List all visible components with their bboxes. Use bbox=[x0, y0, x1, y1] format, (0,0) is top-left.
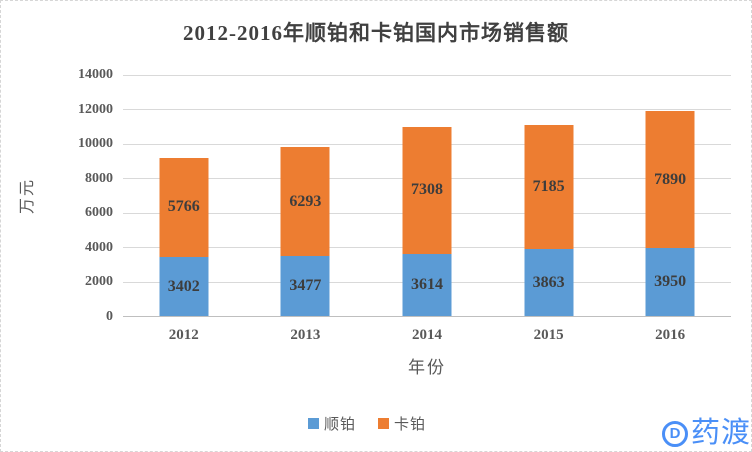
bar-segment-顺铂-2014: 3614 bbox=[402, 253, 452, 316]
gridline bbox=[123, 75, 731, 76]
bar-stack-2013: 3477 6293 bbox=[280, 147, 330, 316]
legend-item-顺铂: 顺铂 bbox=[307, 413, 356, 434]
yaodu-watermark: D 药渡 bbox=[661, 417, 751, 449]
data-label: 6293 bbox=[289, 192, 322, 210]
data-label: 3863 bbox=[532, 273, 565, 291]
data-label: 3950 bbox=[654, 272, 687, 290]
data-label: 3402 bbox=[167, 277, 200, 295]
x-tick-label: 2015 bbox=[533, 327, 564, 343]
x-axis-tick-labels: 2012 2013 2014 2015 2016 bbox=[123, 327, 731, 344]
category-slot-2013: 3477 6293 bbox=[245, 75, 367, 316]
chart-legend: 顺铂 卡铂 bbox=[1, 413, 733, 434]
category-slot-2016: 3950 7890 bbox=[609, 75, 731, 316]
legend-label: 卡铂 bbox=[394, 417, 427, 433]
x-tick-label: 2016 bbox=[655, 327, 686, 343]
y-tick-label: 6000 bbox=[85, 205, 113, 221]
bar-segment-顺铂-2015: 3863 bbox=[524, 249, 574, 316]
yaodu-logo-icon: D bbox=[661, 420, 688, 447]
x-tick-label: 2012 bbox=[168, 327, 199, 343]
y-axis-tick-labels: 0 2000 4000 6000 8000 10000 12000 14000 bbox=[31, 67, 113, 324]
x-tick-label: 2013 bbox=[290, 327, 321, 343]
bar-segment-顺铂-2016: 3950 bbox=[645, 247, 695, 316]
legend-label: 顺铂 bbox=[323, 417, 356, 433]
gridline bbox=[123, 109, 731, 111]
bar-segment-卡铂-2013: 6293 bbox=[280, 147, 330, 256]
data-label: 7185 bbox=[532, 178, 565, 196]
yaodu-logo-text: 药渡 bbox=[690, 417, 751, 449]
bar-stack-2015: 3863 7185 bbox=[524, 125, 574, 316]
data-label: 5766 bbox=[167, 198, 200, 216]
y-tick-label: 10000 bbox=[78, 136, 113, 152]
x-tick-label: 2014 bbox=[411, 327, 442, 343]
category-slot-2012: 3402 5766 bbox=[123, 75, 245, 316]
data-label: 3477 bbox=[289, 276, 322, 294]
y-tick-label: 2000 bbox=[85, 274, 113, 290]
bar-stack-2012: 3402 5766 bbox=[159, 157, 209, 316]
plot-area: 3402 5766 3477 6293 3614 7308 3863 7185 3950 7890 bbox=[123, 75, 731, 317]
bar-segment-卡铂-2015: 7185 bbox=[524, 125, 574, 250]
data-label: 3614 bbox=[410, 275, 443, 293]
y-tick-label: 14000 bbox=[78, 67, 113, 82]
category-slot-2015: 3863 7185 bbox=[488, 75, 610, 316]
legend-swatch bbox=[307, 418, 319, 429]
chart-title: 2012-2016年顺铂和卡铂国内市场销售额 bbox=[183, 21, 569, 45]
data-label: 7890 bbox=[654, 170, 687, 188]
y-tick-label: 0 bbox=[106, 309, 113, 324]
category-slot-2014: 3614 7308 bbox=[366, 75, 488, 316]
bar-segment-卡铂-2014: 7308 bbox=[402, 127, 452, 254]
legend-item-卡铂: 卡铂 bbox=[378, 413, 426, 434]
y-tick-label: 4000 bbox=[85, 239, 113, 255]
bar-stack-2016: 3950 7890 bbox=[645, 111, 695, 316]
bar-segment-卡铂-2016: 7890 bbox=[645, 111, 695, 248]
x-axis-title: 年份 bbox=[408, 358, 446, 377]
y-tick-label: 8000 bbox=[85, 170, 113, 186]
bar-segment-卡铂-2012: 5766 bbox=[159, 157, 209, 258]
bar-stack-2014: 3614 7308 bbox=[402, 127, 452, 316]
bar-segment-顺铂-2013: 3477 bbox=[280, 255, 330, 316]
y-tick-label: 12000 bbox=[78, 101, 113, 117]
data-label: 7308 bbox=[410, 181, 443, 199]
bar-segment-顺铂-2012: 3402 bbox=[159, 257, 209, 316]
legend-swatch bbox=[378, 418, 389, 429]
